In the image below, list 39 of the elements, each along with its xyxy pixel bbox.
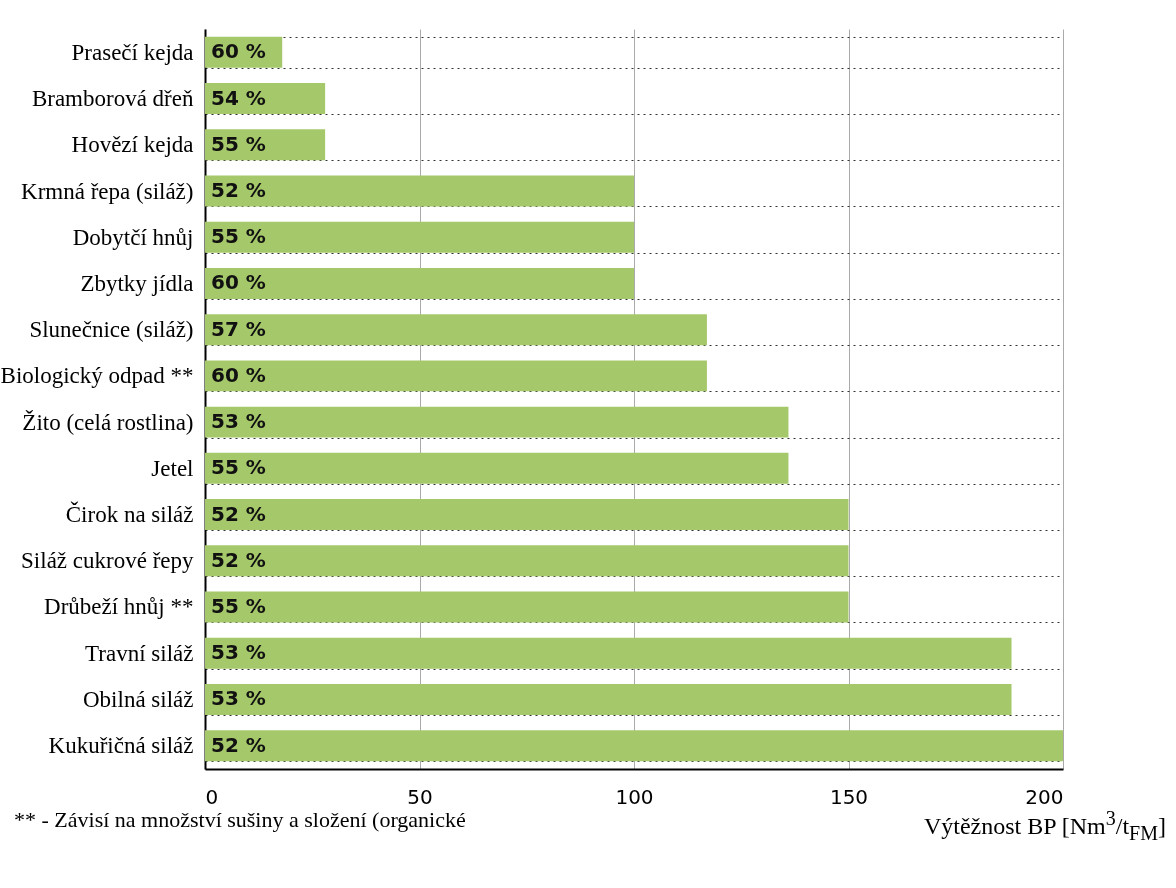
y-tick-label: Travní siláž: [85, 640, 194, 666]
annotation: 53 %: [211, 640, 266, 665]
x-tick-label: 150: [829, 784, 869, 809]
x-tick-label: 0: [205, 784, 219, 809]
annotation: 52 %: [211, 732, 266, 757]
y-tick-label: Bramborová dřeň: [31, 86, 194, 112]
annotation: 53 %: [211, 686, 266, 711]
y-tick-label: Čirok na siláž: [65, 501, 194, 528]
y-tick-label: Prasečí kejda: [71, 39, 194, 65]
y-tick-label: Jetel: [151, 455, 194, 481]
annotation: 52 %: [211, 547, 266, 572]
x-tick-label: 50: [407, 784, 433, 809]
annotation: 52 %: [211, 178, 266, 202]
annotation: 60 %: [211, 270, 266, 295]
annotation: 60 %: [211, 362, 266, 387]
x-tick-label: 200: [1025, 784, 1064, 809]
y-tick-label: Obilná siláž: [83, 686, 194, 712]
annotation: 53 %: [211, 409, 266, 434]
y-tick-label: Dobytčí hnůj: [72, 224, 194, 250]
annotation: 55 %: [211, 455, 266, 480]
y-tick-label: Zbytky jídla: [80, 270, 194, 296]
annotation: 55 %: [211, 224, 266, 249]
x-tick-label: 100: [615, 784, 654, 809]
annotation: 55 %: [211, 131, 266, 156]
y-tick-label: Hovězí kejda: [71, 132, 194, 158]
annotation: 54 %: [211, 85, 266, 110]
y-tick-label: Siláž cukrové řepy: [21, 548, 194, 574]
y-tick-label: Drůbeží hnůj **: [44, 594, 194, 620]
x-axis-title: Výtěžnost BP [Nm$^{3}$/t$_{FM}$]: [923, 807, 1167, 845]
y-tick-label: Biologický odpad **: [0, 363, 194, 389]
annotation: 60 %: [211, 39, 266, 64]
y-tick-label: Kukuřičná siláž: [48, 733, 194, 759]
y-tick-label: Žito (celá rostlina): [22, 409, 194, 435]
y-tick-label: Slunečnice (siláž): [29, 317, 194, 343]
annotation: 57 %: [211, 316, 266, 341]
y-tick-label: Krmná řepa (siláž): [21, 178, 194, 204]
annotation: 55 %: [211, 593, 266, 618]
text: ** - Závisí na množství sušiny a složení (organické: [13, 807, 466, 834]
annotation: 52 %: [211, 501, 266, 526]
